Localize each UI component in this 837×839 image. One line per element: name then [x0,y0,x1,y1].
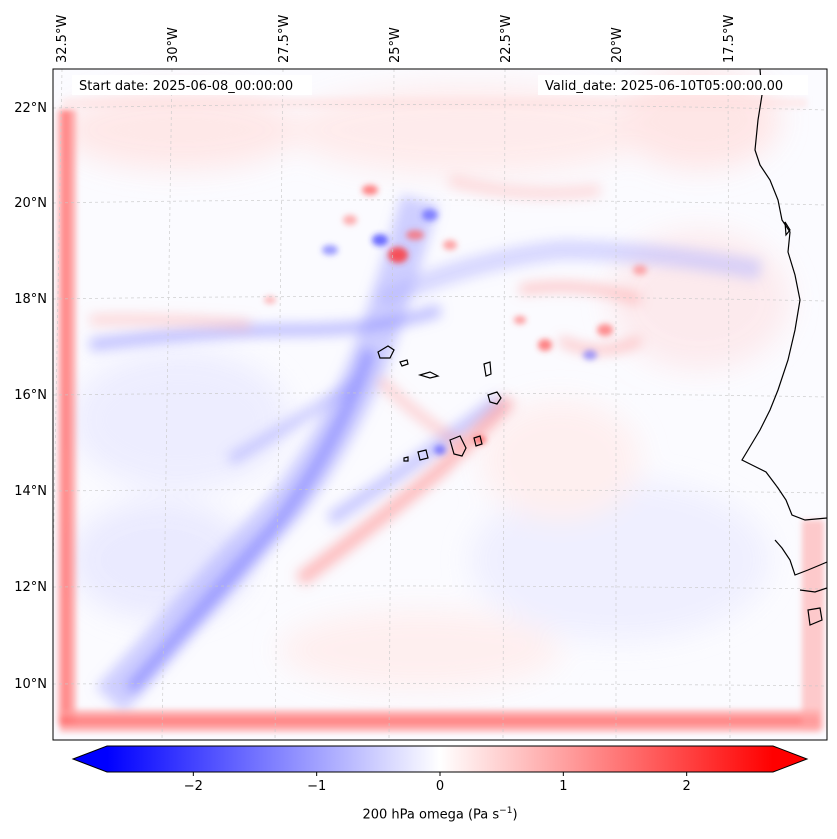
island-brava [403,456,409,462]
colorbar-label: 200 hPa omega (Pa s−1) [0,806,837,822]
colorbar-label-text: 200 hPa omega (Pa s [362,807,500,823]
colorbar-tick-label: 0 [436,779,444,794]
lat-tick: 16°N [14,388,47,403]
valid-date: Valid_date: 2025-06-10T05:00:00.00 [545,79,783,94]
start-date-box: Start date: 2025-06-08_00:00:00 [72,75,312,95]
lon-tick: 25°W [388,27,403,63]
lat-tick: 14°N [14,484,47,499]
lon-tick: 27.5°W [277,15,292,63]
start-date: Start date: 2025-06-08_00:00:00 [79,79,293,94]
island-santo-antao [377,345,395,359]
coastlines [377,69,827,626]
colorbar-ticks: −2 −1 0 1 2 [184,772,691,794]
lat-tick: 22°N [14,101,47,116]
island-maio [473,435,483,447]
colorbar-extend-high [773,746,807,772]
island-sao-nicolau [417,371,440,379]
lat-tick: 12°N [14,580,47,595]
lon-tick: 20°W [610,27,625,63]
colorbar-tick-label: −2 [184,779,203,794]
omega-field [53,69,827,740]
colorbar-label-exponent: −1 [499,806,513,816]
island-boa-vista [487,391,502,405]
colorbar-label-close: ) [512,807,518,823]
map-panel [52,68,828,741]
colorbar-tick-label: 2 [683,779,691,794]
colorbar-tick-label: 1 [559,779,567,794]
island-sal [483,361,492,377]
island-sao-vicente [399,359,409,367]
africa-coastline [741,69,827,521]
lon-tick: 22.5°W [499,15,514,63]
latitude-ticks: 22°N 20°N 18°N 16°N 14°N 12°N 10°N [14,101,47,692]
valid-date-box: Valid_date: 2025-06-10T05:00:00.00 [538,75,808,95]
colorbar-tick-label: −1 [307,779,326,794]
colorbar-body [107,746,773,772]
island-santiago [449,435,467,457]
lon-tick: 17.5°W [722,15,737,63]
lon-tick: 30°W [166,27,181,63]
longitude-ticks: 32.5°W 30°W 27.5°W 25°W 22.5°W 20°W 17.5… [55,15,737,63]
lat-tick: 20°N [14,196,47,211]
gridlines [53,69,827,740]
lon-tick: 32.5°W [55,15,70,63]
island-fogo [417,449,429,461]
colorbar-extend-low [73,746,107,772]
lat-tick: 18°N [14,292,47,307]
colorbar: −2 −1 0 1 2 [71,745,809,794]
lat-tick: 10°N [14,677,47,692]
